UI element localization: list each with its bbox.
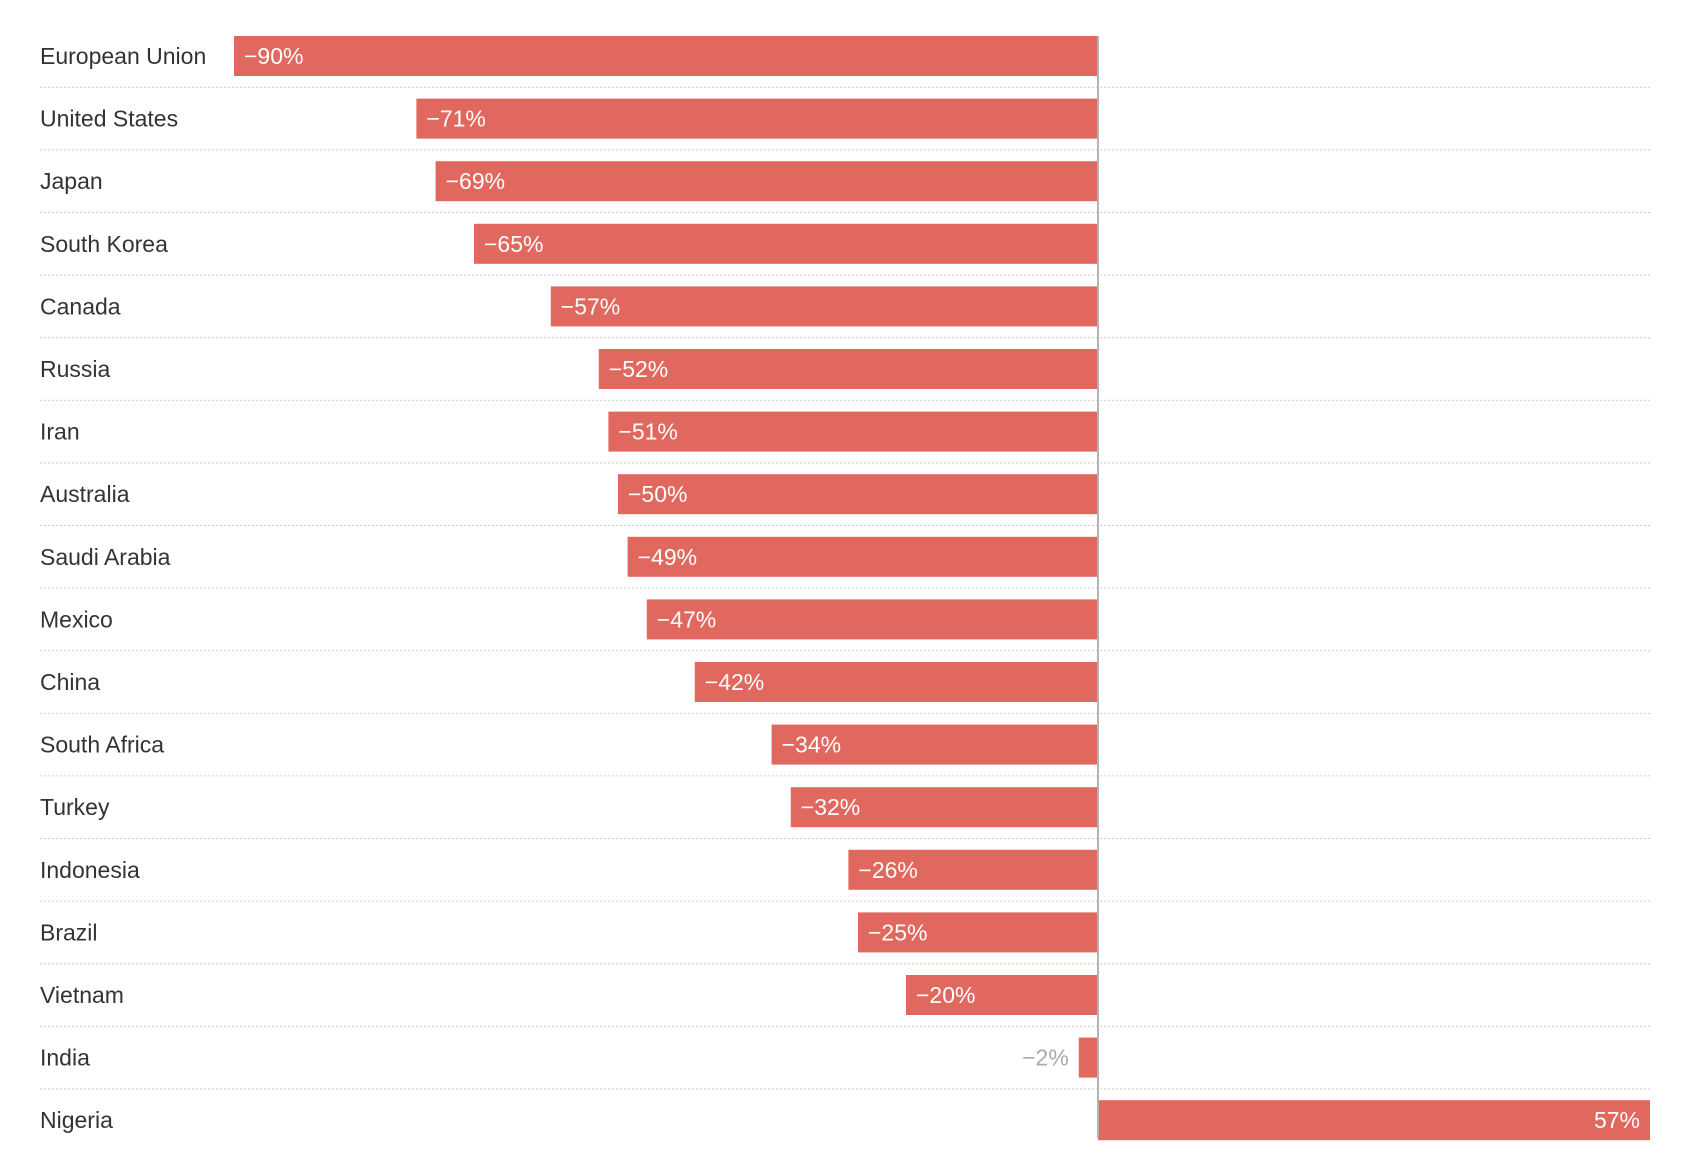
value-label: −34% <box>782 732 841 758</box>
value-label: −90% <box>244 43 303 69</box>
value-label: −42% <box>705 669 764 695</box>
bar <box>416 98 1098 139</box>
category-label: Saudi Arabia <box>40 544 171 570</box>
bar <box>598 349 1098 389</box>
bar <box>694 662 1098 702</box>
bar <box>234 36 1098 76</box>
bar <box>848 849 1098 890</box>
category-label: Brazil <box>40 919 98 945</box>
value-label: −20% <box>916 982 975 1008</box>
category-label: South Africa <box>40 732 164 758</box>
value-label: −71% <box>426 106 485 132</box>
value-label: −26% <box>858 857 917 883</box>
category-label: India <box>40 1045 90 1071</box>
category-label: United States <box>40 106 178 132</box>
value-label: −2% <box>1022 1045 1069 1071</box>
bar <box>608 411 1098 452</box>
category-label: Mexico <box>40 606 113 632</box>
bar <box>790 787 1098 828</box>
bar <box>1098 1100 1650 1141</box>
bar <box>1078 1037 1098 1078</box>
value-label: −49% <box>638 544 697 570</box>
category-label: Nigeria <box>40 1107 113 1133</box>
category-label: China <box>40 669 100 695</box>
bar <box>618 474 1098 515</box>
value-label: −25% <box>868 919 927 945</box>
category-label: Australia <box>40 481 130 507</box>
category-label: Canada <box>40 293 121 319</box>
value-label: −51% <box>618 419 677 445</box>
bar <box>646 599 1098 640</box>
value-label: −69% <box>446 168 505 194</box>
bar <box>474 223 1098 264</box>
category-label: European Union <box>40 43 206 69</box>
bar <box>906 975 1098 1015</box>
category-label: Vietnam <box>40 982 124 1008</box>
category-label: Russia <box>40 356 111 382</box>
bar <box>858 912 1098 953</box>
value-label: −32% <box>801 794 860 820</box>
value-label: −57% <box>561 293 620 319</box>
value-label: −52% <box>609 356 668 382</box>
category-label: Japan <box>40 168 103 194</box>
value-label: −65% <box>484 231 543 257</box>
bar <box>550 286 1098 327</box>
value-label: −50% <box>628 481 687 507</box>
category-label: Indonesia <box>40 857 140 883</box>
bar <box>435 161 1099 202</box>
value-label: −47% <box>657 606 716 632</box>
category-label: Turkey <box>40 794 110 820</box>
bar <box>771 724 1098 765</box>
category-label: Iran <box>40 419 80 445</box>
category-label: South Korea <box>40 231 168 257</box>
value-label: 57% <box>1594 1107 1640 1133</box>
bar <box>627 536 1098 577</box>
